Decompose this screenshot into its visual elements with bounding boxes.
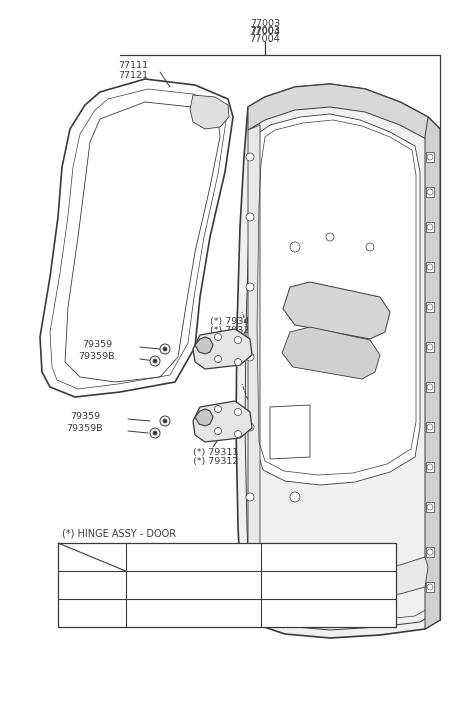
Text: (*) HINGE ASSY - DOOR: (*) HINGE ASSY - DOOR bbox=[62, 529, 176, 539]
Text: 77111: 77111 bbox=[118, 62, 148, 71]
Text: LWR: LWR bbox=[315, 552, 340, 562]
Bar bbox=[425, 222, 433, 232]
Circle shape bbox=[245, 558, 253, 566]
Bar bbox=[425, 302, 433, 312]
Polygon shape bbox=[424, 117, 439, 629]
Text: (*) 79330A: (*) 79330A bbox=[210, 326, 262, 335]
Circle shape bbox=[214, 356, 221, 363]
Bar bbox=[425, 152, 433, 162]
Circle shape bbox=[234, 358, 241, 366]
Text: 77004: 77004 bbox=[249, 34, 280, 44]
Circle shape bbox=[426, 344, 432, 350]
Polygon shape bbox=[190, 95, 228, 129]
Bar bbox=[425, 462, 433, 472]
Circle shape bbox=[153, 431, 157, 435]
Text: 77003: 77003 bbox=[249, 20, 279, 28]
Bar bbox=[425, 502, 433, 512]
Circle shape bbox=[150, 428, 160, 438]
Bar bbox=[425, 342, 433, 352]
Circle shape bbox=[426, 584, 432, 590]
Bar bbox=[425, 422, 433, 432]
Text: 77004: 77004 bbox=[249, 28, 279, 36]
Circle shape bbox=[426, 224, 432, 230]
Circle shape bbox=[234, 337, 241, 343]
Text: (*) 79340: (*) 79340 bbox=[210, 318, 255, 326]
Circle shape bbox=[150, 356, 160, 366]
Circle shape bbox=[160, 344, 170, 354]
Text: 77121: 77121 bbox=[118, 71, 148, 79]
Text: RH: RH bbox=[84, 608, 99, 618]
Circle shape bbox=[325, 233, 333, 241]
Text: LH: LH bbox=[85, 580, 98, 590]
Text: 77003: 77003 bbox=[249, 26, 280, 36]
Polygon shape bbox=[236, 84, 439, 638]
Text: UPR: UPR bbox=[181, 552, 205, 562]
Circle shape bbox=[426, 189, 432, 195]
Circle shape bbox=[245, 423, 253, 431]
Circle shape bbox=[365, 243, 373, 251]
Polygon shape bbox=[253, 114, 419, 485]
Text: 79410-3K000: 79410-3K000 bbox=[160, 580, 225, 590]
Circle shape bbox=[214, 427, 221, 435]
Circle shape bbox=[214, 406, 221, 412]
Circle shape bbox=[153, 359, 157, 363]
Text: 79359B: 79359B bbox=[78, 353, 114, 361]
Polygon shape bbox=[252, 555, 427, 595]
Circle shape bbox=[160, 416, 170, 426]
Polygon shape bbox=[192, 329, 252, 369]
Text: 79420-3K000: 79420-3K000 bbox=[160, 608, 225, 618]
Polygon shape bbox=[269, 405, 309, 459]
Polygon shape bbox=[195, 337, 212, 354]
Circle shape bbox=[234, 430, 241, 438]
Circle shape bbox=[289, 242, 299, 252]
Circle shape bbox=[162, 347, 167, 351]
Text: 79359B: 79359B bbox=[66, 425, 102, 433]
Circle shape bbox=[426, 304, 432, 310]
Circle shape bbox=[162, 419, 167, 423]
Circle shape bbox=[245, 153, 253, 161]
Text: (*) 79312: (*) 79312 bbox=[192, 457, 238, 467]
Circle shape bbox=[426, 464, 432, 470]
Circle shape bbox=[245, 353, 253, 361]
Polygon shape bbox=[283, 282, 389, 339]
Polygon shape bbox=[248, 84, 439, 152]
Circle shape bbox=[426, 154, 432, 160]
Bar bbox=[425, 547, 433, 557]
Circle shape bbox=[214, 334, 221, 340]
Circle shape bbox=[245, 213, 253, 221]
Bar bbox=[425, 262, 433, 272]
Text: (*) 79311: (*) 79311 bbox=[192, 449, 238, 457]
Text: 79359: 79359 bbox=[70, 412, 100, 422]
Polygon shape bbox=[281, 327, 379, 379]
Polygon shape bbox=[192, 401, 252, 442]
Circle shape bbox=[426, 424, 432, 430]
Text: 79310-2H000: 79310-2H000 bbox=[295, 580, 361, 590]
Bar bbox=[425, 582, 433, 592]
Circle shape bbox=[289, 492, 299, 502]
Circle shape bbox=[234, 409, 241, 416]
Bar bbox=[425, 187, 433, 197]
Circle shape bbox=[426, 549, 432, 555]
Bar bbox=[425, 382, 433, 392]
Text: 79359: 79359 bbox=[82, 340, 112, 350]
Circle shape bbox=[426, 504, 432, 510]
Circle shape bbox=[426, 384, 432, 390]
Circle shape bbox=[426, 264, 432, 270]
Polygon shape bbox=[195, 409, 212, 426]
Circle shape bbox=[245, 493, 253, 501]
Circle shape bbox=[245, 283, 253, 291]
Polygon shape bbox=[248, 125, 259, 597]
Bar bbox=[58, 543, 395, 627]
Text: 79320-2H000: 79320-2H000 bbox=[294, 608, 361, 618]
